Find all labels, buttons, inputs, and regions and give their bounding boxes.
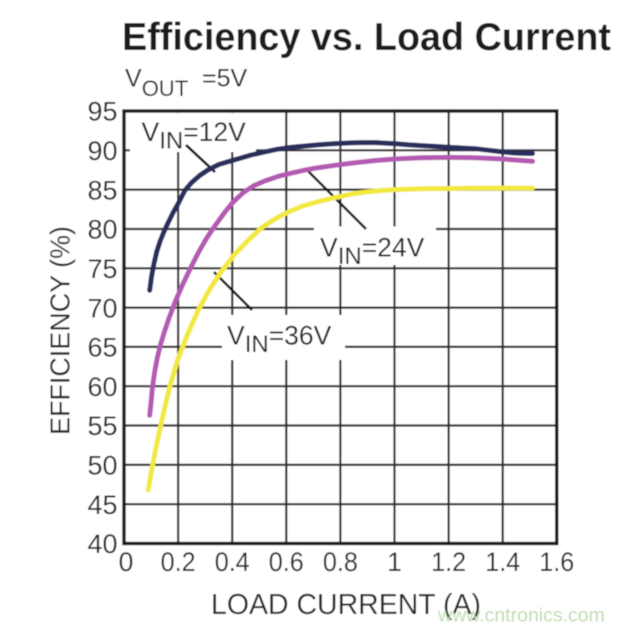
svg-text:0.6: 0.6 bbox=[269, 547, 304, 577]
svg-text:65: 65 bbox=[88, 333, 118, 363]
svg-text:LOAD CURRENT (A): LOAD CURRENT (A) bbox=[211, 589, 481, 621]
svg-text:55: 55 bbox=[88, 411, 118, 441]
svg-text:0: 0 bbox=[119, 547, 134, 577]
svg-text:1: 1 bbox=[387, 547, 402, 577]
svg-text:1.6: 1.6 bbox=[539, 547, 574, 577]
svg-text:www.cntronics.com: www.cntronics.com bbox=[437, 605, 605, 627]
svg-text:40: 40 bbox=[88, 529, 118, 559]
svg-text:Efficiency vs. Load Current: Efficiency vs. Load Current bbox=[122, 16, 611, 59]
svg-text:45: 45 bbox=[88, 490, 118, 520]
svg-text:70: 70 bbox=[88, 293, 118, 323]
svg-text:60: 60 bbox=[88, 372, 118, 402]
svg-text:0.4: 0.4 bbox=[215, 547, 250, 577]
svg-text:1.4: 1.4 bbox=[485, 547, 520, 577]
svg-text:95: 95 bbox=[88, 97, 118, 127]
svg-text:85: 85 bbox=[88, 175, 118, 205]
svg-text:1.2: 1.2 bbox=[431, 547, 466, 577]
svg-text:50: 50 bbox=[88, 451, 118, 481]
svg-text:EFFICIENCY (%): EFFICIENCY (%) bbox=[45, 226, 76, 435]
svg-text:0.2: 0.2 bbox=[161, 547, 196, 577]
svg-text:80: 80 bbox=[88, 215, 118, 245]
svg-text:90: 90 bbox=[88, 136, 118, 166]
svg-text:75: 75 bbox=[88, 254, 118, 284]
svg-text:0.8: 0.8 bbox=[323, 547, 358, 577]
